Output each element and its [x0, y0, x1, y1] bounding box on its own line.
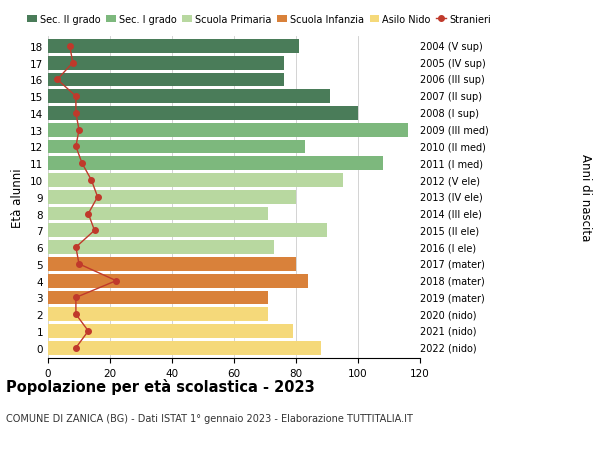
Bar — [48, 207, 268, 221]
Text: 2018 (mater): 2018 (mater) — [420, 276, 485, 286]
Text: 2016 (I ele): 2016 (I ele) — [420, 243, 476, 252]
Text: 2013 (IV ele): 2013 (IV ele) — [420, 192, 483, 202]
Text: 2011 (I med): 2011 (I med) — [420, 159, 483, 169]
Text: Anni di nascita: Anni di nascita — [578, 154, 592, 241]
Bar — [48, 40, 299, 54]
Text: COMUNE DI ZANICA (BG) - Dati ISTAT 1° gennaio 2023 - Elaborazione TUTTITALIA.IT: COMUNE DI ZANICA (BG) - Dati ISTAT 1° ge… — [6, 413, 413, 423]
Text: 2009 (III med): 2009 (III med) — [420, 125, 489, 135]
Text: 2020 (nido): 2020 (nido) — [420, 309, 476, 319]
Bar — [48, 341, 321, 355]
Text: Popolazione per età scolastica - 2023: Popolazione per età scolastica - 2023 — [6, 379, 315, 395]
Bar — [48, 73, 284, 87]
Bar — [48, 56, 284, 70]
Bar — [48, 174, 343, 187]
Text: 2004 (V sup): 2004 (V sup) — [420, 42, 483, 52]
Bar — [48, 123, 407, 137]
Bar — [48, 157, 383, 171]
Text: 2005 (IV sup): 2005 (IV sup) — [420, 58, 486, 68]
Bar — [48, 224, 327, 238]
Text: 2007 (II sup): 2007 (II sup) — [420, 92, 482, 102]
Text: 2022 (nido): 2022 (nido) — [420, 343, 476, 353]
Text: 2017 (mater): 2017 (mater) — [420, 259, 485, 269]
Bar — [48, 325, 293, 338]
Bar — [48, 291, 268, 305]
Text: 2006 (III sup): 2006 (III sup) — [420, 75, 485, 85]
Y-axis label: Età alunni: Età alunni — [11, 168, 25, 227]
Text: 2008 (I sup): 2008 (I sup) — [420, 109, 479, 119]
Text: 2012 (V ele): 2012 (V ele) — [420, 176, 480, 185]
Text: 2021 (nido): 2021 (nido) — [420, 326, 476, 336]
Bar — [48, 190, 296, 204]
Bar — [48, 107, 358, 121]
Bar — [48, 241, 274, 254]
Bar — [48, 308, 268, 321]
Text: 2014 (III ele): 2014 (III ele) — [420, 209, 482, 219]
Bar — [48, 274, 308, 288]
Text: 2010 (II med): 2010 (II med) — [420, 142, 486, 152]
Bar — [48, 140, 305, 154]
Legend: Sec. II grado, Sec. I grado, Scuola Primaria, Scuola Infanzia, Asilo Nido, Stran: Sec. II grado, Sec. I grado, Scuola Prim… — [23, 11, 495, 28]
Text: 2015 (II ele): 2015 (II ele) — [420, 226, 479, 236]
Text: 2019 (mater): 2019 (mater) — [420, 293, 485, 303]
Bar — [48, 90, 330, 104]
Bar — [48, 257, 296, 271]
